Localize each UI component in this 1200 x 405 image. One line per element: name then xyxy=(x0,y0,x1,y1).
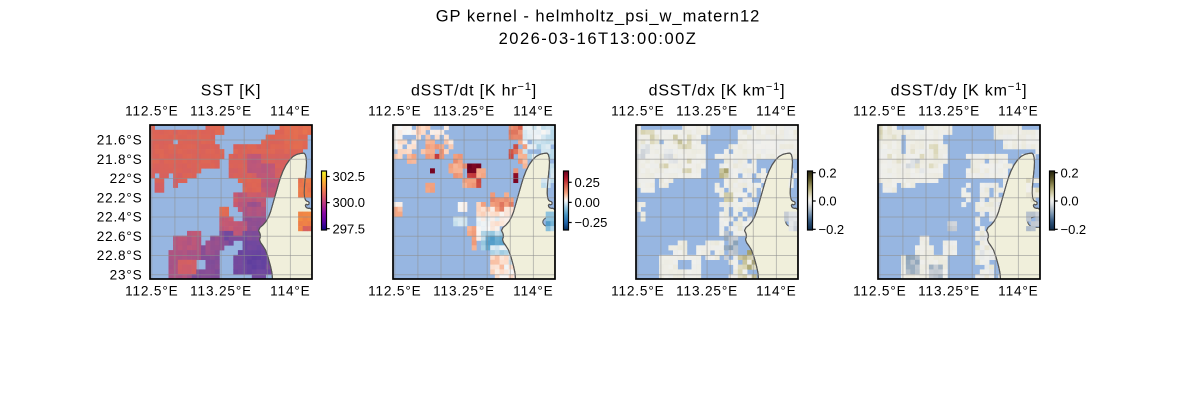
svg-text:112.5°E: 112.5°E xyxy=(368,104,421,119)
svg-text:0.2: 0.2 xyxy=(1061,165,1079,180)
svg-text:112.5°E: 112.5°E xyxy=(611,104,664,119)
svg-text:SST [K]: SST [K] xyxy=(201,83,261,100)
svg-text:22.4°S: 22.4°S xyxy=(97,210,143,225)
svg-text:114°E: 114°E xyxy=(513,104,553,119)
svg-text:114°E: 114°E xyxy=(270,104,310,119)
svg-text:113.25°E: 113.25°E xyxy=(433,104,495,119)
svg-text:114°E: 114°E xyxy=(756,104,796,119)
svg-text:dSST/dx [K km−1]: dSST/dx [K km−1] xyxy=(649,81,786,100)
svg-text:dSST/dt [K hr−1]: dSST/dt [K hr−1] xyxy=(411,81,537,100)
svg-text:−0.25: −0.25 xyxy=(575,215,608,230)
svg-text:113.25°E: 113.25°E xyxy=(433,283,495,298)
svg-text:112.5°E: 112.5°E xyxy=(853,104,906,119)
svg-text:22°S: 22°S xyxy=(110,171,143,186)
svg-text:300.0: 300.0 xyxy=(333,195,366,210)
svg-text:−0.2: −0.2 xyxy=(819,222,845,237)
svg-text:0.0: 0.0 xyxy=(819,194,837,209)
svg-text:112.5°E: 112.5°E xyxy=(368,283,421,298)
svg-text:0.0: 0.0 xyxy=(1061,194,1079,209)
svg-text:2026-03-16T13:00:00Z: 2026-03-16T13:00:00Z xyxy=(499,30,698,48)
svg-text:22.2°S: 22.2°S xyxy=(97,190,143,205)
svg-text:22.6°S: 22.6°S xyxy=(97,229,143,244)
svg-text:113.25°E: 113.25°E xyxy=(918,104,980,119)
svg-text:dSST/dy [K km−1]: dSST/dy [K km−1] xyxy=(891,81,1028,100)
svg-text:112.5°E: 112.5°E xyxy=(611,283,664,298)
svg-text:112.5°E: 112.5°E xyxy=(853,283,906,298)
svg-text:302.5: 302.5 xyxy=(333,169,366,184)
svg-text:112.5°E: 112.5°E xyxy=(125,104,178,119)
svg-text:113.25°E: 113.25°E xyxy=(190,104,252,119)
svg-text:112.5°E: 112.5°E xyxy=(125,283,178,298)
svg-text:21.8°S: 21.8°S xyxy=(97,152,143,167)
svg-text:114°E: 114°E xyxy=(998,283,1038,298)
svg-text:114°E: 114°E xyxy=(756,283,796,298)
svg-text:113.25°E: 113.25°E xyxy=(190,283,252,298)
svg-text:0.2: 0.2 xyxy=(819,165,837,180)
svg-text:GP kernel - helmholtz_psi_w_ma: GP kernel - helmholtz_psi_w_matern12 xyxy=(436,8,761,26)
svg-text:113.25°E: 113.25°E xyxy=(676,104,738,119)
svg-text:114°E: 114°E xyxy=(513,283,553,298)
svg-text:114°E: 114°E xyxy=(270,283,310,298)
svg-text:0.25: 0.25 xyxy=(575,175,600,190)
svg-text:−0.2: −0.2 xyxy=(1061,222,1087,237)
svg-text:113.25°E: 113.25°E xyxy=(918,283,980,298)
svg-text:113.25°E: 113.25°E xyxy=(676,283,738,298)
svg-text:23°S: 23°S xyxy=(110,267,143,282)
svg-text:21.6°S: 21.6°S xyxy=(97,133,143,148)
svg-text:297.5: 297.5 xyxy=(333,221,366,236)
svg-text:114°E: 114°E xyxy=(998,104,1038,119)
svg-text:22.8°S: 22.8°S xyxy=(97,248,143,263)
svg-text:0.00: 0.00 xyxy=(575,195,600,210)
